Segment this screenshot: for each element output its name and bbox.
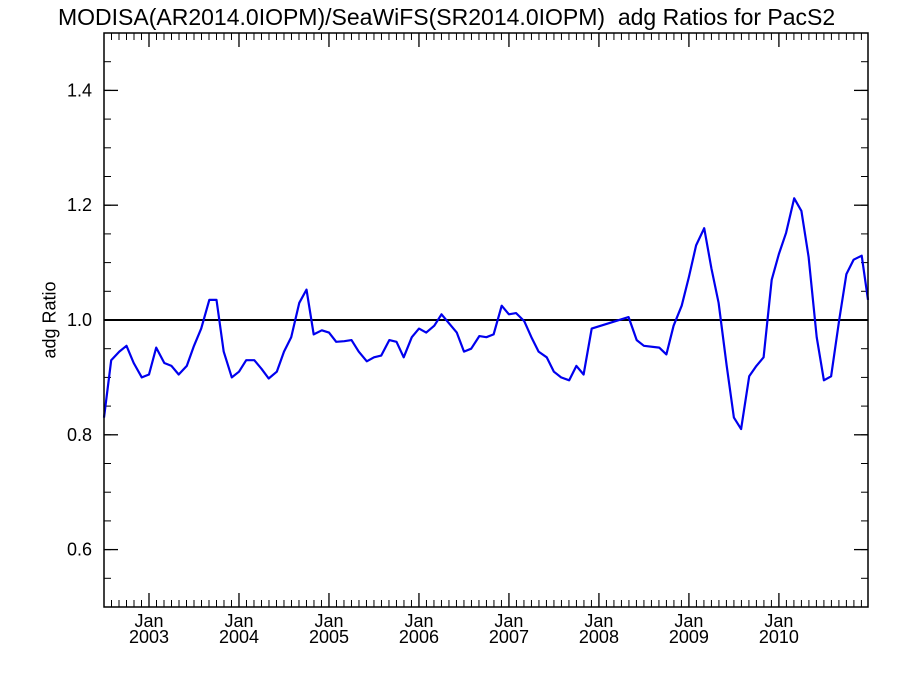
chart-title: MODISA(AR2014.0IOPM)/SeaWiFS(SR2014.0IOP… [58, 4, 836, 30]
tick-labels: 0.60.81.01.21.4Jan2003Jan2004Jan2005Jan2… [67, 80, 799, 647]
x-tick-label-month: Jan [494, 611, 523, 631]
plot-frame [103, 32, 869, 608]
x-tick-label-month: Jan [764, 611, 793, 631]
y-tick-label: 0.8 [67, 425, 92, 445]
series-group [102, 197, 870, 431]
y-tick-label: 1.2 [67, 195, 92, 215]
y-tick-label: 1.0 [67, 310, 92, 330]
x-tick-label-month: Jan [584, 611, 613, 631]
x-tick-label-month: Jan [224, 611, 253, 631]
x-tick-label-month: Jan [404, 611, 433, 631]
x-tick-label-year: 2004 [219, 627, 259, 647]
x-tick-label-year: 2006 [399, 627, 439, 647]
x-tick-label-month: Jan [134, 611, 163, 631]
x-tick-label-month: Jan [314, 611, 343, 631]
x-tick-label-year: 2005 [309, 627, 349, 647]
x-tick-label-year: 2009 [669, 627, 709, 647]
tick-marks [103, 32, 868, 608]
x-tick-label-year: 2010 [759, 627, 799, 647]
x-tick-label-year: 2007 [489, 627, 529, 647]
series-line [102, 197, 870, 431]
x-tick-label-year: 2008 [579, 627, 619, 647]
y-tick-label: 1.4 [67, 80, 92, 100]
y-tick-label: 0.6 [67, 540, 92, 560]
x-tick-label-month: Jan [674, 611, 703, 631]
x-tick-label-year: 2003 [129, 627, 169, 647]
